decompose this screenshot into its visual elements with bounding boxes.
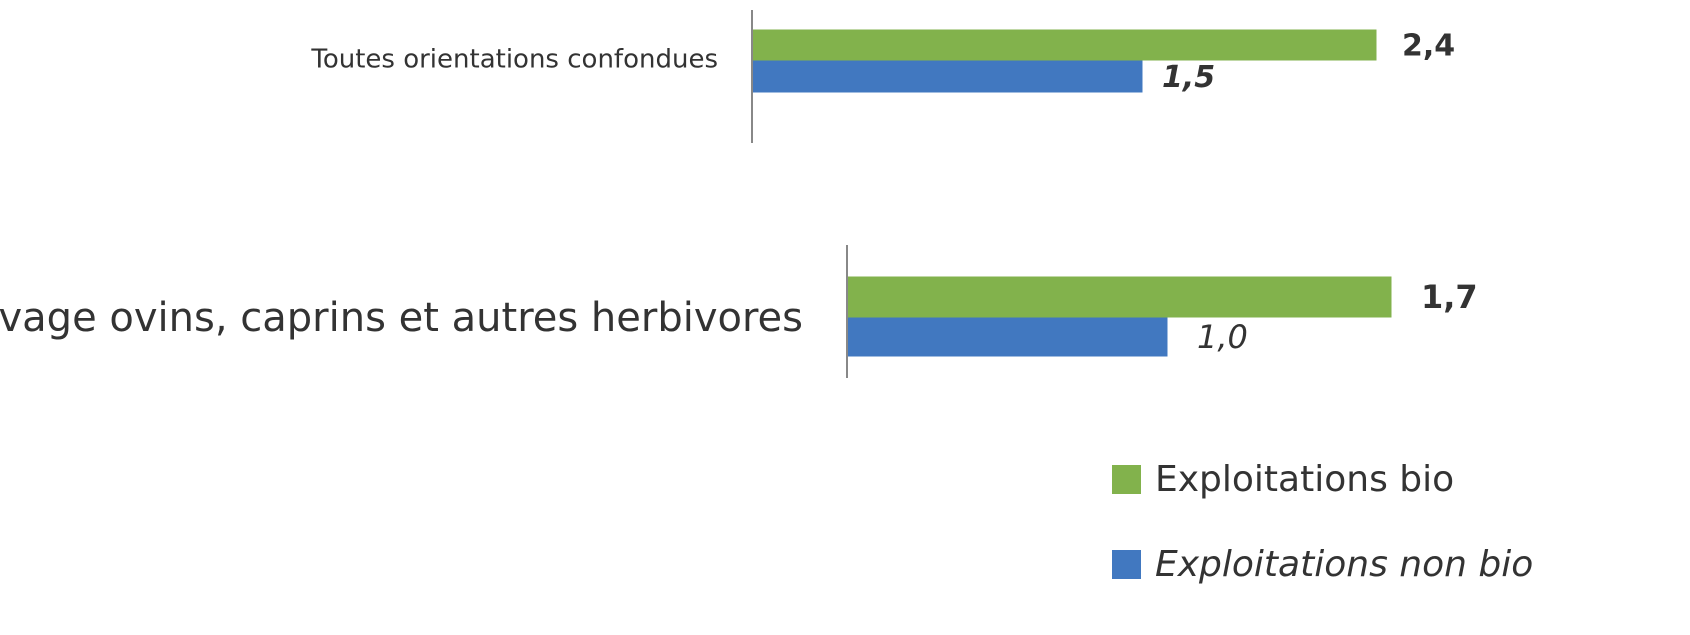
value-label: 1,7	[1421, 278, 1478, 316]
legend-label: Exploitations non bio	[1155, 544, 1533, 585]
bar	[846, 276, 1392, 318]
category-label: Toutes orientations confondues	[310, 45, 718, 75]
bar	[846, 317, 1168, 357]
legend-swatch	[1112, 465, 1141, 494]
value-label: 2,4	[1402, 29, 1455, 64]
legend-label: Exploitations bio	[1155, 459, 1454, 500]
bar	[751, 60, 1143, 93]
bar	[751, 29, 1377, 61]
legend-swatch	[1112, 550, 1141, 579]
category-label: Elevage ovins, caprins et autres herbivo…	[0, 295, 803, 341]
value-label: 1,0	[1197, 318, 1248, 356]
value-label: 1,5	[1162, 60, 1215, 95]
